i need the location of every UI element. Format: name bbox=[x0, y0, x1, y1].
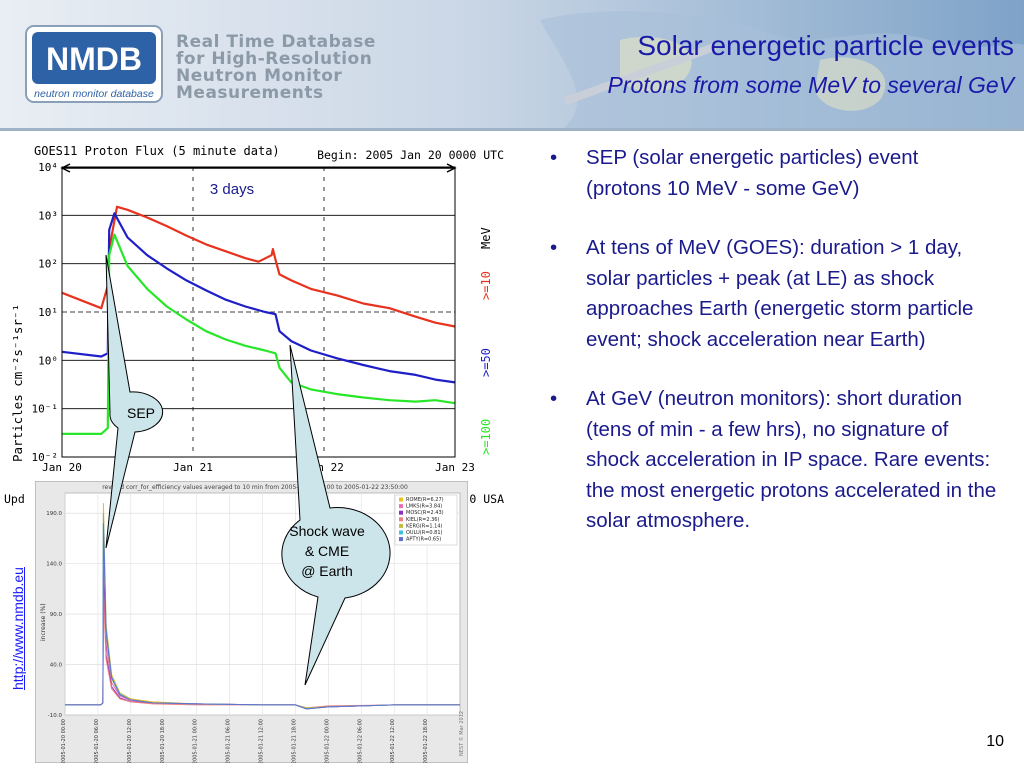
bullet-item: • At GeV (neutron monitors): short durat… bbox=[548, 384, 998, 537]
x-tick-label: Jan 21 bbox=[173, 461, 213, 474]
legend-swatch bbox=[399, 504, 403, 509]
legend-swatch bbox=[399, 537, 403, 542]
legend-entry: KIEL(R=2.36) bbox=[406, 517, 439, 523]
logo-caption: neutron monitor database bbox=[34, 88, 154, 100]
chart-series-group bbox=[65, 503, 460, 710]
nmdb-logo: NMDB neutron monitor database bbox=[24, 24, 164, 104]
x-tick-label: 2005-01-20 18:00 bbox=[160, 719, 166, 763]
y-axis-ticks: 10⁻² 10⁻¹ 10⁰ 10¹ 10² 10³ 10⁴ bbox=[32, 161, 59, 464]
legend-swatch bbox=[399, 497, 403, 502]
x-tick-label: 2005-01-21 00:00 bbox=[193, 719, 199, 763]
series-unit-label: MeV bbox=[479, 227, 493, 249]
legend-box bbox=[394, 494, 458, 546]
series-label-10mev: >=10 bbox=[479, 271, 493, 300]
goes-proton-flux-chart: GOES11 Proton Flux (5 minute data) Begin… bbox=[0, 137, 510, 477]
bullet-list: • SEP (solar energetic particles) event … bbox=[548, 143, 998, 566]
x-tick-label: Jan 23 bbox=[435, 461, 475, 474]
chart-title: revised corr_for_efficiency values avera… bbox=[102, 484, 408, 491]
nmdb-logo-graphic: NMDB neutron monitor database bbox=[25, 25, 163, 103]
legend-swatch bbox=[399, 510, 403, 515]
nm-series-line-6 bbox=[65, 523, 460, 710]
header-banner: NMDB neutron monitor database Real Time … bbox=[0, 0, 1024, 131]
y-tick-label: 140.0 bbox=[46, 562, 62, 568]
legend-entry: LMKS(R=3.84) bbox=[406, 504, 442, 510]
banner-background bbox=[0, 0, 1024, 131]
chart-begin-label: Begin: 2005 Jan 20 0000 UTC bbox=[317, 148, 504, 162]
y-tick-label: -10.0 bbox=[48, 713, 63, 719]
nmdb-link-text[interactable]: http://www.nmdb.eu bbox=[10, 567, 26, 690]
y-tick-label: 10¹ bbox=[38, 306, 58, 319]
legend-swatch bbox=[399, 517, 403, 522]
x-tick-label: Jan 20 bbox=[42, 461, 82, 474]
y-tick-label: 40.0 bbox=[50, 663, 63, 669]
x-tick-label: 2005-01-22 06:00 bbox=[357, 719, 363, 763]
y-axis-label: increase (%) bbox=[40, 603, 47, 641]
page-number: 10 bbox=[986, 733, 1004, 750]
slide-subtitle: Protons from some MeV to several GeV bbox=[607, 72, 1015, 98]
y-axis-ticks: -10.0 40.0 90.0 140.0 190.0 bbox=[46, 511, 62, 719]
x-tick-label: 2005-01-22 00:00 bbox=[324, 719, 330, 763]
legend-entry: KERG(R=1.14) bbox=[406, 523, 443, 529]
chart-title: GOES11 Proton Flux (5 minute data) bbox=[34, 144, 280, 158]
bullet-item: • At tens of MeV (GOES): duration > 1 da… bbox=[548, 233, 998, 355]
nmdb-link[interactable]: http://www.nmdb.eu bbox=[10, 540, 32, 690]
bullet-dot: • bbox=[550, 146, 558, 169]
chart-footer-left: Upd bbox=[4, 492, 25, 506]
legend-entry: MOSC(R=2.43) bbox=[406, 510, 444, 516]
x-tick-label: 2005-01-21 12:00 bbox=[259, 719, 265, 763]
bullet-dot: • bbox=[550, 387, 558, 410]
logo-tagline: Real Time Database for High-Resolution N… bbox=[176, 34, 376, 102]
bullet-dot: • bbox=[550, 236, 558, 259]
logo-tagline-line: Real Time Database bbox=[176, 32, 376, 52]
bullet-text: At GeV (neutron monitors): short duratio… bbox=[586, 387, 997, 532]
goes-chart-footer: Upd 0 USA bbox=[4, 492, 504, 506]
y-tick-label: 10³ bbox=[38, 209, 58, 222]
y-tick-label: 190.0 bbox=[46, 511, 62, 517]
x-tick-label: 2005-01-21 06:00 bbox=[226, 719, 232, 763]
bullet-item: • SEP (solar energetic particles) event … bbox=[548, 143, 998, 204]
y-tick-label: 10⁴ bbox=[38, 161, 58, 174]
x-tick-label: 2005-01-20 00:00 bbox=[61, 719, 67, 763]
logo-badge: NMDB bbox=[46, 41, 142, 77]
legend-entry: OULU(R=0.81) bbox=[406, 530, 443, 536]
slide-title: Solar energetic particle events bbox=[637, 30, 1014, 61]
logo-tagline-line: Measurements bbox=[176, 83, 324, 103]
chart-footer-right: 0 USA bbox=[469, 492, 504, 506]
bullet-text: At tens of MeV (GOES): duration > 1 day,… bbox=[586, 236, 974, 351]
logo-tagline-line: Neutron Monitor bbox=[176, 66, 343, 86]
x-tick-label: 2005-01-22 12:00 bbox=[390, 719, 396, 763]
series-line-0 bbox=[61, 205, 456, 328]
neutron-monitor-chart: revised corr_for_efficiency values avera… bbox=[35, 481, 468, 763]
legend-swatch bbox=[399, 530, 403, 535]
plot-frame bbox=[61, 166, 456, 458]
x-tick-label: 2005-01-21 18:00 bbox=[291, 719, 297, 763]
x-tick-label: 2005-01-22 18:00 bbox=[423, 719, 429, 763]
chart-legend: ROME(R=6.27)LMKS(R=3.84)MOSC(R=2.43)KIEL… bbox=[394, 494, 458, 546]
legend-entry: APTY(R=0.65) bbox=[406, 537, 441, 543]
y-tick-label: 10² bbox=[38, 258, 58, 271]
y-tick-label: 10⁻¹ bbox=[32, 403, 59, 416]
series-label-50mev: >=50 bbox=[479, 348, 493, 377]
x-tick-label: 2005-01-20 12:00 bbox=[127, 719, 133, 763]
chart-credit: NEST © Mar 2012 bbox=[458, 711, 465, 756]
y-tick-label: 90.0 bbox=[50, 612, 63, 618]
x-axis-ticks: 2005-01-20 00:00 2005-01-20 06:00 2005-01-… bbox=[61, 719, 429, 763]
logo-tagline-line: for High-Resolution bbox=[176, 49, 373, 69]
x-tick-label: 2005-01-20 06:00 bbox=[94, 719, 100, 763]
bullet-text: SEP (solar energetic particles) event (p… bbox=[586, 146, 919, 200]
legend-swatch bbox=[399, 523, 403, 528]
y-tick-label: 10⁻² bbox=[32, 451, 59, 464]
y-tick-label: 10⁰ bbox=[38, 354, 58, 367]
legend-entry: ROME(R=6.27) bbox=[406, 497, 444, 503]
x-tick-label: Jan 22 bbox=[304, 461, 344, 474]
series-label-100mev: >=100 bbox=[479, 419, 493, 455]
y-axis-label: Particles cm⁻²s⁻¹sr⁻¹ bbox=[10, 304, 25, 462]
